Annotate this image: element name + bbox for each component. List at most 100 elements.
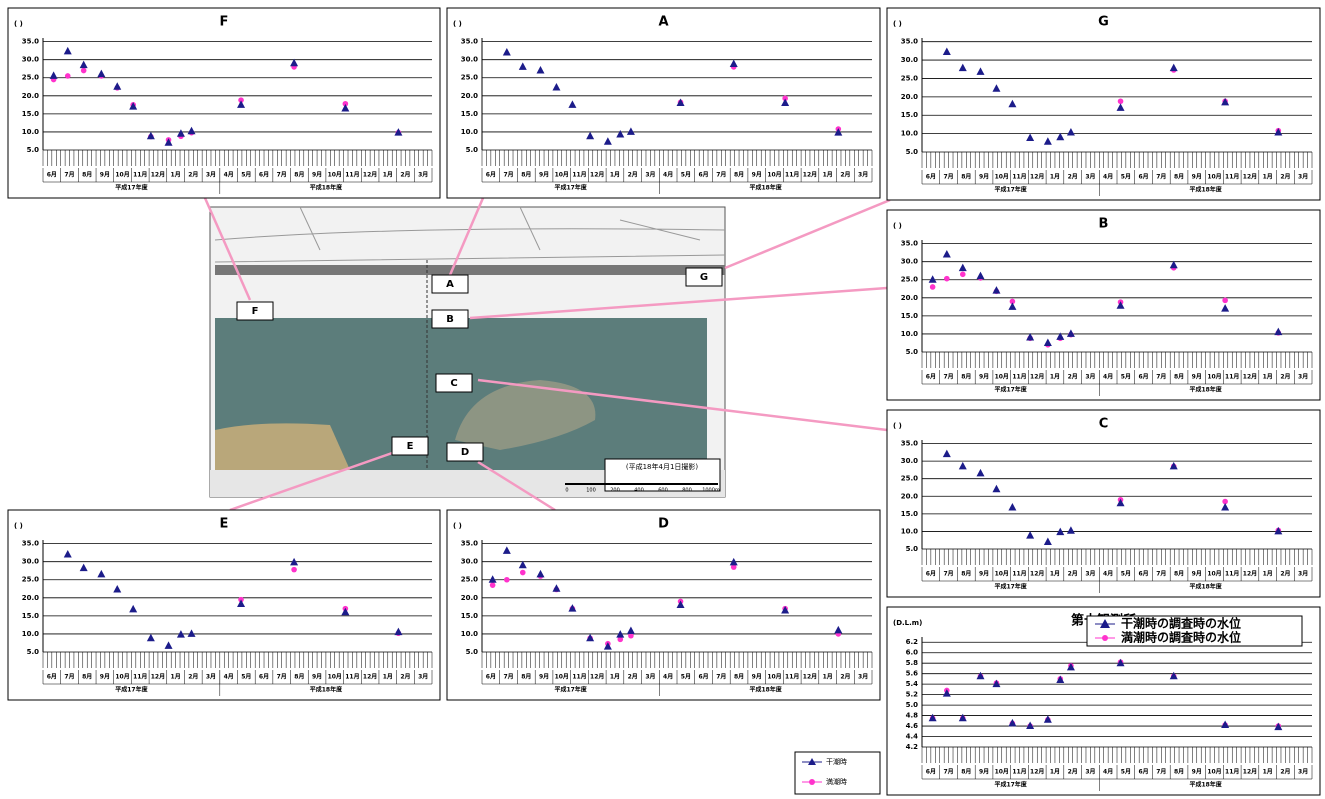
- legend-label: 干潮時: [826, 757, 847, 766]
- x-tick-label: 6月: [1138, 768, 1148, 776]
- x-tick-label: 7月: [943, 373, 953, 381]
- y-tick-label: 30.0: [461, 558, 478, 566]
- x-tick-label: 6月: [1138, 373, 1148, 381]
- x-tick-label: 11月: [572, 171, 586, 179]
- y-tick-label: 5.0: [27, 648, 40, 656]
- fiscal-year-label: 平成18年度: [1189, 583, 1222, 591]
- y-axis-label: ( ): [893, 222, 902, 230]
- y-tick-label: 5.4: [906, 680, 919, 688]
- y-tick-label: 4.6: [906, 722, 919, 730]
- fiscal-year-label: 平成17年度: [115, 686, 148, 694]
- point-wet: [81, 68, 87, 74]
- y-tick-label: 10.0: [461, 128, 478, 136]
- x-tick-label: 1月: [171, 673, 181, 681]
- connector: [725, 200, 890, 268]
- x-tick-label: 3月: [645, 673, 655, 681]
- y-tick-label: 4.4: [906, 733, 919, 741]
- x-tick-label: 3月: [1298, 373, 1308, 381]
- x-tick-label: 3月: [1298, 768, 1308, 776]
- x-tick-label: 3月: [1298, 570, 1308, 578]
- point-wet: [930, 284, 936, 290]
- x-tick-label: 7月: [277, 171, 287, 179]
- y-tick-label: 15.0: [461, 110, 478, 118]
- y-tick-label: 25.0: [901, 475, 918, 483]
- x-tick-label: 4月: [224, 171, 234, 179]
- y-tick-label: 5.8: [906, 659, 919, 667]
- x-tick-label: 11月: [133, 171, 147, 179]
- x-tick-label: 3月: [418, 673, 428, 681]
- x-tick-label: 12月: [1030, 173, 1044, 181]
- x-tick-label: 1月: [1050, 570, 1060, 578]
- y-tick-label: 20.0: [22, 92, 39, 100]
- x-tick-label: 2月: [1280, 570, 1290, 578]
- page: (平成18年4月1日撮影) 01002004006008001000m A B …: [0, 0, 1325, 799]
- x-tick-label: 9月: [539, 673, 549, 681]
- x-tick-label: 3月: [858, 171, 868, 179]
- chart-title: A: [658, 15, 668, 30]
- y-axis-label: ( ): [893, 422, 902, 430]
- x-tick-label: 5月: [241, 171, 251, 179]
- y-tick-label: 5.0: [906, 148, 919, 156]
- legend: 干潮時 満潮時: [795, 752, 880, 794]
- x-tick-label: 10月: [1207, 570, 1221, 578]
- y-tick-label: 30.0: [901, 457, 918, 465]
- x-tick-label: 3月: [206, 171, 216, 179]
- x-tick-label: 10月: [995, 173, 1009, 181]
- panel-frame: [887, 410, 1320, 597]
- y-tick-label: 4.2: [906, 743, 919, 751]
- chart-panel: B( )5.010.015.020.025.030.035.06月7月8月9月1…: [887, 210, 1320, 400]
- chart-panel: C( )5.010.015.020.025.030.035.06月7月8月9月1…: [887, 410, 1320, 597]
- x-tick-label: 5月: [1121, 173, 1131, 181]
- map-caption: (平成18年4月1日撮影): [626, 462, 699, 471]
- y-tick-label: 5.0: [906, 545, 919, 553]
- x-tick-label: 1月: [1050, 768, 1060, 776]
- x-tick-label: 1月: [1263, 173, 1273, 181]
- chart-panel: E( )5.010.015.020.025.030.035.06月7月8月9月1…: [8, 510, 440, 700]
- x-tick-label: 10月: [1207, 373, 1221, 381]
- y-tick-label: 25.0: [22, 576, 39, 584]
- x-tick-label: 11月: [572, 673, 586, 681]
- map-label: F: [252, 306, 259, 317]
- x-tick-label: 10月: [115, 673, 129, 681]
- x-tick-label: 3月: [645, 171, 655, 179]
- x-tick-label: 1月: [1263, 373, 1273, 381]
- x-tick-label: 6月: [926, 373, 936, 381]
- x-tick-label: 1月: [823, 673, 833, 681]
- x-tick-label: 3月: [1298, 173, 1308, 181]
- x-tick-label: 2月: [1068, 173, 1078, 181]
- x-tick-label: 12月: [803, 673, 817, 681]
- x-tick-label: 6月: [1138, 570, 1148, 578]
- chart-title: G: [1098, 15, 1109, 30]
- scale-label: 800: [682, 488, 692, 494]
- panel-frame: [447, 510, 880, 700]
- x-tick-label: 9月: [312, 171, 322, 179]
- x-tick-label: 10月: [555, 171, 569, 179]
- x-tick-label: 10月: [115, 171, 129, 179]
- x-tick-label: 9月: [312, 673, 322, 681]
- x-tick-label: 12月: [1243, 570, 1257, 578]
- scale-label: 400: [634, 488, 644, 494]
- fiscal-year-label: 平成17年度: [994, 386, 1027, 394]
- chart-title: F: [220, 15, 229, 30]
- x-tick-label: 10月: [995, 768, 1009, 776]
- panel-frame: [887, 8, 1320, 200]
- x-tick-label: 2月: [400, 171, 410, 179]
- x-tick-label: 4月: [663, 171, 673, 179]
- legend-label: 満潮時: [826, 777, 847, 786]
- point-wet: [944, 276, 950, 282]
- x-tick-label: 8月: [82, 171, 92, 179]
- x-tick-label: 9月: [100, 171, 110, 179]
- y-axis-label: ( ): [14, 20, 23, 28]
- y-tick-label: 35.0: [461, 38, 478, 46]
- x-tick-label: 5月: [241, 673, 251, 681]
- point-wet: [520, 570, 526, 576]
- x-tick-label: 9月: [979, 570, 989, 578]
- y-axis-label: ( ): [453, 20, 462, 28]
- fiscal-year-label: 平成18年度: [310, 184, 343, 192]
- legend-label: 干潮時の調査時の水位: [1121, 616, 1241, 631]
- x-tick-label: 11月: [1012, 173, 1026, 181]
- x-tick-label: 7月: [503, 673, 513, 681]
- y-tick-label: 25.0: [461, 74, 478, 82]
- x-tick-label: 3月: [1085, 173, 1095, 181]
